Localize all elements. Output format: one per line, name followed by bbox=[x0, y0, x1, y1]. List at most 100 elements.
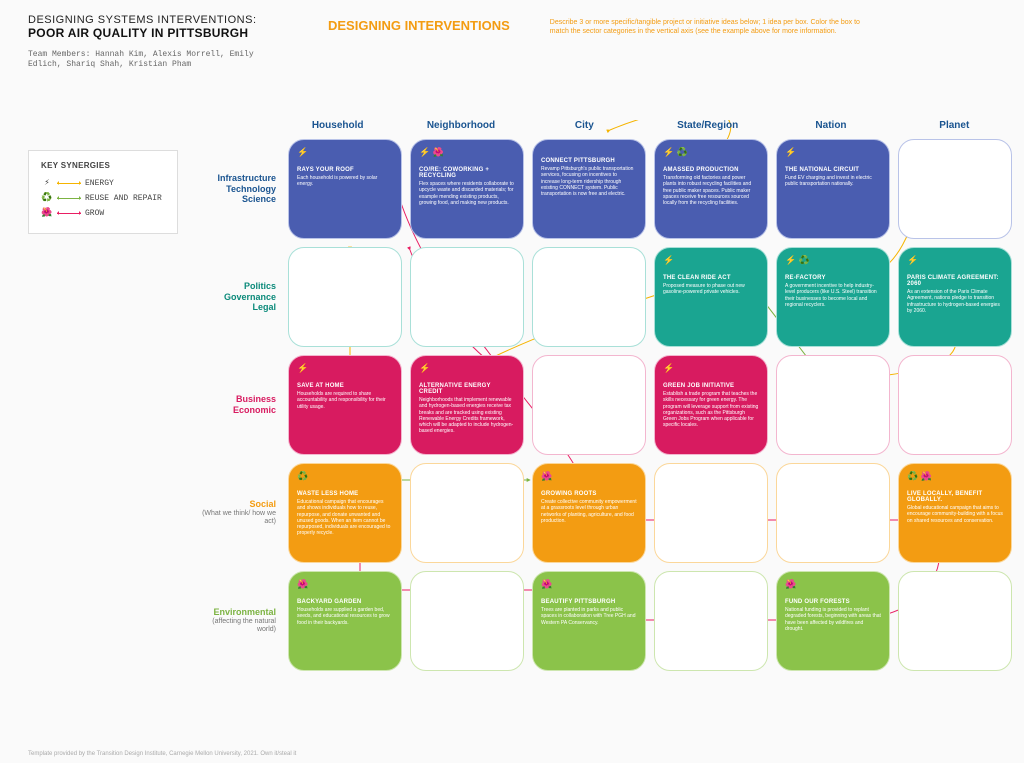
matrix-cell: 🌺 BACKYARD GARDEN Households are supplied … bbox=[288, 571, 402, 671]
cell-body: National funding is provided to replant … bbox=[785, 607, 881, 632]
matrix-cell: 🌺GROWING ROOTSCreate collective communit… bbox=[532, 463, 646, 563]
matrix-row: Environmental(affecting the natural worl… bbox=[200, 571, 1012, 671]
cell-title: WASTE LESS HOME bbox=[297, 491, 393, 497]
matrix-cell: ⚡ GREEN JOB INITIATIVE Establish a trade p… bbox=[654, 355, 768, 455]
legend-row: ⚡ENERGY bbox=[41, 178, 165, 188]
cell-icons: 🌺 bbox=[785, 580, 881, 589]
matrix-cell bbox=[654, 463, 768, 563]
title-block: DESIGNING SYSTEMS INTERVENTIONS: POOR AI… bbox=[28, 14, 288, 71]
row-cells: 🌺 BACKYARD GARDEN Households are supplied … bbox=[288, 571, 1012, 671]
cell-icons: ⚡ ♻️ bbox=[663, 148, 759, 157]
cell-icons: ⚡ bbox=[907, 256, 1003, 265]
matrix-cell bbox=[654, 571, 768, 671]
cell-title: BACKYARD GARDEN bbox=[297, 599, 393, 605]
matrix-cell bbox=[898, 139, 1012, 239]
matrix-cell bbox=[532, 247, 646, 347]
row-label: Environmental(affecting the natural worl… bbox=[200, 607, 280, 635]
matrix-cell: ♻️ 🌺LIVE LOCALLY, BENEFIT GLOBALLY.Globa… bbox=[898, 463, 1012, 563]
cell-title: RAYS YOUR ROOF bbox=[297, 167, 393, 173]
cell-body: Households are required to share account… bbox=[297, 391, 393, 410]
column-header: Neighborhood bbox=[403, 120, 518, 131]
cell-body: Trees are planted in parks and public sp… bbox=[541, 607, 637, 626]
legend-label: GROW bbox=[85, 209, 104, 218]
legend-arrow bbox=[57, 183, 81, 184]
matrix-cell: ⚡THE NATIONAL CIRCUITFund EV charging an… bbox=[776, 139, 890, 239]
column-header: City bbox=[527, 120, 642, 131]
cell-body: Establish a trade program that teaches t… bbox=[663, 391, 759, 429]
row-cells: ⚡THE CLEAN RIDE ACTProposed measure to p… bbox=[288, 247, 1012, 347]
matrix-cell bbox=[898, 355, 1012, 455]
pre-title: DESIGNING SYSTEMS INTERVENTIONS: bbox=[28, 14, 288, 26]
cell-body: Revamp Pittsburgh's public transportatio… bbox=[541, 166, 637, 197]
footer-credit: Template provided by the Transition Desi… bbox=[28, 751, 296, 757]
matrix-row: BusinessEconomic ⚡SAVE AT HOMEHouseholds … bbox=[200, 355, 1012, 455]
legend-icon: 🌺 bbox=[41, 208, 53, 218]
cell-body: Educational campaign that encourages and… bbox=[297, 499, 393, 537]
cell-body: A government incentive to help industry-… bbox=[785, 283, 881, 308]
matrix-cell: 🌺BEAUTIFY PITTSBURGHTrees are planted in… bbox=[532, 571, 646, 671]
cell-title: AMASSED PRODUCTION bbox=[663, 167, 759, 173]
legend-label: ENERGY bbox=[85, 179, 114, 188]
header: DESIGNING SYSTEMS INTERVENTIONS: POOR AI… bbox=[0, 0, 1024, 75]
cell-icons: 🌺 bbox=[297, 580, 393, 589]
matrix-cell bbox=[776, 355, 890, 455]
legend-title: KEY SYNERGIES bbox=[41, 161, 165, 170]
cell-icons: ⚡ bbox=[297, 148, 393, 157]
cell-body: Flex spaces where residents collaborate … bbox=[419, 181, 515, 206]
matrix-cell: ⚡THE CLEAN RIDE ACTProposed measure to p… bbox=[654, 247, 768, 347]
matrix-cell: ⚡ ♻️ RE-FACTORY A government incentive to … bbox=[776, 247, 890, 347]
matrix-row: PoliticsGovernanceLegal⚡THE CLEAN RIDE A… bbox=[200, 247, 1012, 347]
matrix-grid: HouseholdNeighborhoodCityState/RegionNat… bbox=[200, 120, 1012, 679]
row-label: Social(What we think/ how we act) bbox=[200, 499, 280, 527]
matrix-cell: ⚡ 🌺 CO/RE: COWORKING + RECYCLING Flex spac… bbox=[410, 139, 524, 239]
cell-title: RE-FACTORY bbox=[785, 275, 881, 281]
matrix-cell bbox=[898, 571, 1012, 671]
cell-icons: ⚡ ♻️ bbox=[785, 256, 881, 265]
team-members: Team Members: Hannah Kim, Alexis Morrell… bbox=[28, 50, 258, 71]
matrix-cell: ⚡ RAYS YOUR ROOF Each household is powered… bbox=[288, 139, 402, 239]
cell-icons: ⚡ 🌺 bbox=[419, 148, 515, 157]
cell-body: Neighborhoods that implement renewable a… bbox=[419, 397, 515, 435]
cell-title: FUND OUR FORESTS bbox=[785, 599, 881, 605]
interventions-title: DESIGNING INTERVENTIONS bbox=[328, 18, 510, 33]
subtitle-desc-block: Describe 3 or more specific/tangible pro… bbox=[550, 14, 870, 71]
cell-body: Households are supplied a garden bed, se… bbox=[297, 607, 393, 626]
matrix-cell bbox=[776, 463, 890, 563]
matrix-cell: ⚡PARIS CLIMATE AGREEMENT: 2060As an exte… bbox=[898, 247, 1012, 347]
cell-title: GREEN JOB INITIATIVE bbox=[663, 383, 759, 389]
matrix-cell: ♻️ WASTE LESS HOME Educational campaign th… bbox=[288, 463, 402, 563]
matrix-cell: ⚡SAVE AT HOMEHouseholds are required to … bbox=[288, 355, 402, 455]
matrix-cell: 🌺 FUND OUR FORESTS National funding is pro… bbox=[776, 571, 890, 671]
matrix-cell: ⚡ ♻️ AMASSED PRODUCTION Transforming old f… bbox=[654, 139, 768, 239]
cell-title: THE NATIONAL CIRCUIT bbox=[785, 167, 881, 173]
matrix-cell bbox=[410, 463, 524, 563]
cell-icons: ⚡ bbox=[297, 364, 393, 373]
row-label: PoliticsGovernanceLegal bbox=[200, 281, 280, 313]
cell-title: GROWING ROOTS bbox=[541, 491, 637, 497]
matrix-row: InfrastructureTechnologyScience⚡RAYS YOU… bbox=[200, 139, 1012, 239]
cell-title: CO/RE: COWORKING + RECYCLING bbox=[419, 167, 515, 179]
cell-body: Global educational campaign that aims to… bbox=[907, 505, 1003, 524]
row-cells: ⚡SAVE AT HOMEHouseholds are required to … bbox=[288, 355, 1012, 455]
cell-icons: ⚡ bbox=[663, 364, 759, 373]
column-header: Household bbox=[280, 120, 395, 131]
legend-icon: ♻️ bbox=[41, 193, 53, 203]
cell-title: THE CLEAN RIDE ACT bbox=[663, 275, 759, 281]
matrix-cell bbox=[532, 355, 646, 455]
interventions-desc: Describe 3 or more specific/tangible pro… bbox=[550, 18, 870, 36]
cell-title: ALTERNATIVE ENERGY CREDIT bbox=[419, 383, 515, 395]
row-cells: ♻️ WASTE LESS HOME Educational campaign th… bbox=[288, 463, 1012, 563]
row-cells: ⚡ RAYS YOUR ROOF Each household is powered… bbox=[288, 139, 1012, 239]
legend-label: REUSE AND REPAIR bbox=[85, 194, 162, 203]
column-header: Planet bbox=[897, 120, 1012, 131]
cell-title: LIVE LOCALLY, BENEFIT GLOBALLY. bbox=[907, 491, 1003, 503]
cell-body: Each household is powered by solar energ… bbox=[297, 175, 393, 188]
legend-arrow bbox=[57, 213, 81, 214]
row-label: BusinessEconomic bbox=[200, 394, 280, 416]
cell-body: Fund EV charging and invest in electric … bbox=[785, 175, 881, 188]
column-headers: HouseholdNeighborhoodCityState/RegionNat… bbox=[280, 120, 1012, 131]
cell-body: As an extension of the Paris Climate Agr… bbox=[907, 289, 1003, 314]
cell-title: BEAUTIFY PITTSBURGH bbox=[541, 599, 637, 605]
cell-body: Transforming old factories and power pla… bbox=[663, 175, 759, 206]
cell-icons: ♻️ bbox=[297, 472, 393, 481]
